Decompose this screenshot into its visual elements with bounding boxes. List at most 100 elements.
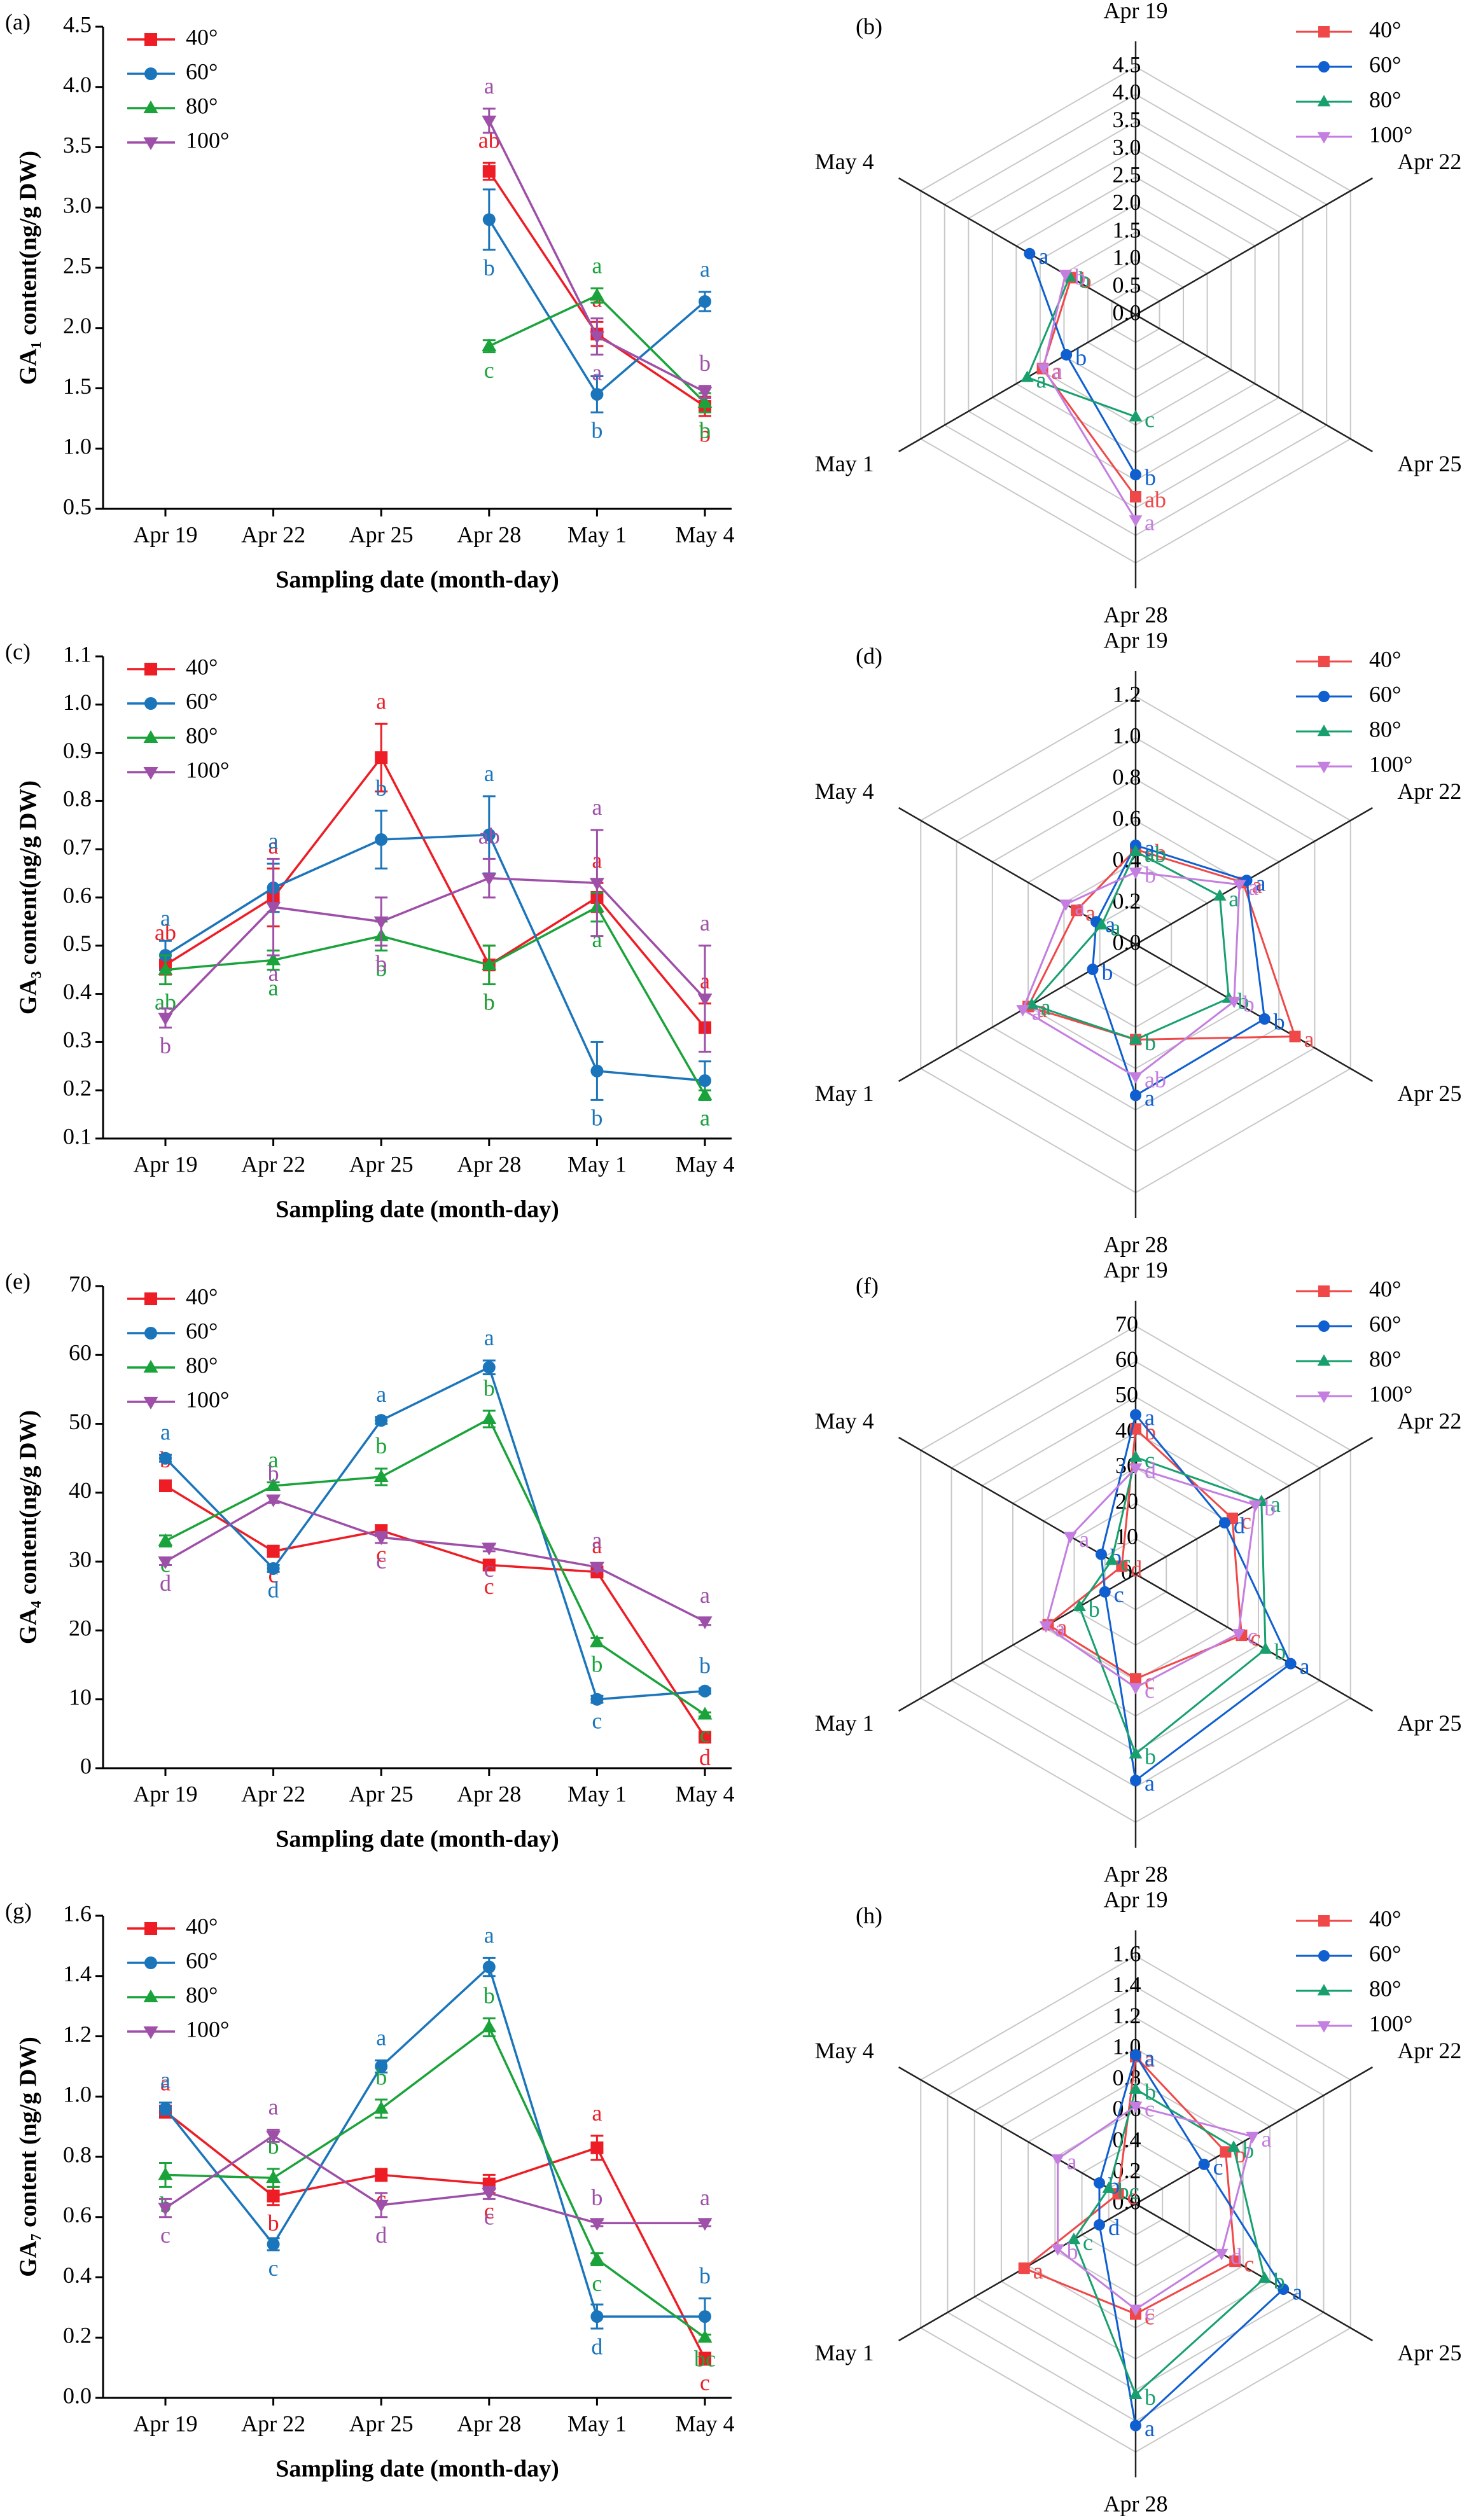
- significance-letter: a: [700, 910, 710, 936]
- marker: [482, 828, 496, 841]
- category-label: May 1: [815, 1081, 874, 1106]
- marker: [1059, 270, 1073, 282]
- category-label: Apr 22: [1397, 779, 1461, 804]
- r-tick-label: 0.6: [1113, 805, 1141, 831]
- legend-label: 60°: [1369, 681, 1401, 707]
- significance-letter: a: [484, 1325, 494, 1350]
- y-tick-label: 3.0: [63, 193, 92, 218]
- marker: [1095, 1548, 1107, 1560]
- r-tick-label: 50: [1115, 1382, 1138, 1408]
- series-line: [1057, 2105, 1254, 2311]
- significance-letter: b: [484, 255, 495, 280]
- marker: [1129, 1032, 1143, 1044]
- r-tick-label: 2.0: [1113, 190, 1141, 215]
- marker: [589, 1561, 604, 1575]
- marker: [267, 2238, 280, 2251]
- y-tick-label: 1.6: [63, 1900, 92, 1926]
- legend-label: 100°: [186, 2016, 229, 2042]
- significance-letter: d: [1234, 1513, 1245, 1538]
- y-tick-label: 0.7: [63, 834, 92, 859]
- panel-label: (h): [856, 1902, 882, 1928]
- significance-letter: a: [484, 73, 494, 99]
- marker: [375, 833, 388, 847]
- significance-letter: c: [1241, 1509, 1251, 1534]
- marker: [266, 2170, 281, 2184]
- series-line: [165, 833, 706, 1082]
- series-line: [165, 2134, 705, 2224]
- significance-letter: a: [268, 960, 279, 986]
- marker: [266, 952, 281, 966]
- marker: [1218, 1517, 1230, 1529]
- significance-letter: d: [1108, 2215, 1120, 2240]
- panel-label: (b): [856, 13, 882, 39]
- significance-letter: b: [1243, 992, 1255, 1017]
- marker: [1317, 1354, 1331, 1366]
- significance-letter: a: [268, 2094, 279, 2120]
- y-tick-label: 60: [69, 1340, 92, 1366]
- significance-letter: c: [484, 1556, 494, 1582]
- category-label: May 1: [815, 451, 874, 476]
- y-tick-label: 1.4: [63, 1961, 92, 1986]
- significance-letter: b: [1145, 2079, 1156, 2105]
- x-tick-label: Apr 22: [241, 1151, 305, 1177]
- y-tick-label: 0.8: [63, 786, 92, 812]
- y-tick-label: 0.2: [63, 2323, 92, 2348]
- marker: [1073, 1600, 1087, 1612]
- radar-axis: [1135, 943, 1374, 1083]
- significance-letter: a: [1145, 510, 1155, 536]
- x-tick-label: May 1: [567, 2411, 627, 2436]
- marker: [590, 2141, 604, 2154]
- r-tick-label: 0.0: [1113, 300, 1141, 325]
- marker: [697, 2218, 713, 2231]
- marker: [1094, 2177, 1106, 2189]
- significance-letter: c: [1127, 2184, 1138, 2209]
- significance-letter: a: [1248, 875, 1258, 900]
- legend-label: 60°: [1369, 1941, 1401, 1966]
- marker: [159, 1451, 172, 1465]
- category-label: May 4: [815, 149, 874, 174]
- legend-label: 100°: [1369, 2011, 1412, 2036]
- significance-letter: a: [592, 794, 602, 820]
- marker: [697, 395, 713, 408]
- legend-label: 80°: [186, 1982, 218, 2007]
- marker: [1129, 515, 1143, 527]
- marker: [266, 1494, 281, 1507]
- marker: [144, 1956, 157, 1969]
- r-tick-label: 1.5: [1113, 217, 1141, 242]
- significance-letter: d: [1145, 1458, 1156, 1483]
- y-tick-label: 0.3: [63, 1027, 92, 1053]
- marker: [1198, 2158, 1210, 2170]
- legend-label: 100°: [1369, 121, 1412, 147]
- marker: [144, 697, 157, 710]
- significance-letter: c: [376, 1548, 386, 1574]
- significance-letter: c: [1145, 2299, 1155, 2325]
- marker: [144, 663, 157, 675]
- legend-label: 60°: [186, 1318, 218, 1343]
- marker: [1130, 469, 1141, 481]
- significance-letter: a: [1037, 997, 1047, 1022]
- marker: [1318, 1950, 1330, 1962]
- significance-letter: a: [1145, 2045, 1155, 2070]
- radar-axis: [898, 1436, 1136, 1575]
- significance-letter: ab: [1145, 1067, 1166, 1092]
- significance-letter: b: [484, 1375, 495, 1401]
- marker: [1129, 1747, 1143, 1759]
- significance-letter: b: [375, 775, 387, 801]
- marker: [1051, 2154, 1064, 2166]
- significance-letter: d: [1230, 2243, 1242, 2269]
- significance-letter: a: [1229, 886, 1239, 911]
- marker: [267, 1561, 280, 1575]
- legend-label: 40°: [186, 24, 218, 50]
- significance-letter: a: [376, 2025, 386, 2051]
- category-label: Apr 19: [1104, 627, 1168, 653]
- significance-letter: b: [484, 990, 495, 1015]
- significance-letter: b: [268, 1461, 279, 1486]
- x-tick-label: Apr 28: [457, 1151, 521, 1177]
- category-label: Apr 22: [1397, 149, 1461, 174]
- significance-letter: b: [1075, 265, 1086, 290]
- legend-label: 80°: [186, 93, 218, 118]
- marker: [1129, 410, 1143, 422]
- significance-letter: c: [1083, 2229, 1093, 2255]
- significance-letter: ab: [1145, 487, 1166, 512]
- significance-letter: b: [591, 1105, 602, 1131]
